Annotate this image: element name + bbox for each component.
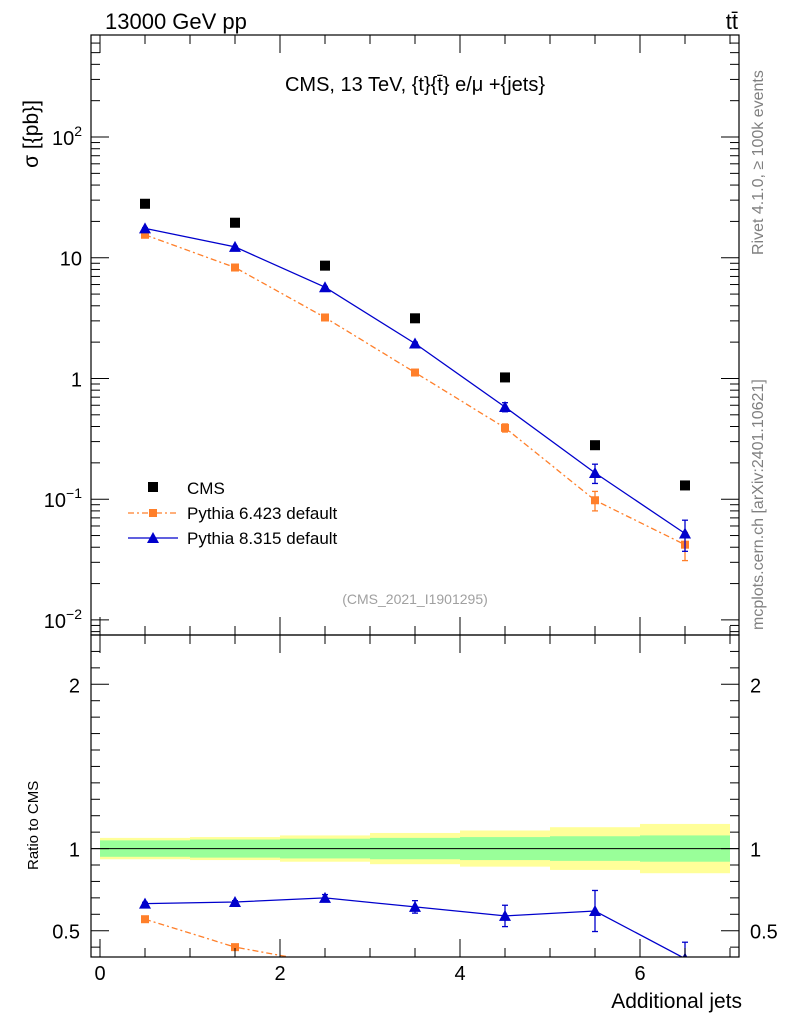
ratio-y-tick-label: 0.5	[52, 922, 80, 944]
pythia6-point	[231, 943, 239, 952]
pythia6-point	[321, 313, 329, 322]
pythia8-point	[229, 240, 241, 252]
cms-point	[500, 372, 510, 383]
ratio-y-ticks: 0.5 0.5 1 1 2 2	[52, 650, 778, 948]
ratio-x-tick-label: 2	[274, 963, 285, 985]
pythia8-point	[499, 909, 511, 921]
ratio-plot-area	[139, 889, 688, 992]
rivet-label: Rivet 4.1.0, ≥ 100k events	[750, 70, 767, 255]
ratio-y-tick-label-right: 1	[750, 840, 761, 862]
mcplots-label: mcplots.cern.ch [arXiv:2401.10621]	[750, 379, 767, 630]
main-y-ticks: 10−2 10−1 1 10 102	[44, 34, 739, 633]
main-title: CMS, 13 TeV, {t}{t̄} e/μ +{jets}	[285, 74, 545, 96]
cms-point	[590, 440, 600, 451]
pythia6-point	[591, 984, 599, 992]
legend-cms-label: CMS	[187, 479, 225, 498]
main-x-ticks	[99, 35, 731, 635]
legend-pythia8-marker	[147, 532, 159, 543]
cms-point	[230, 217, 240, 228]
legend-entry-pythia6: Pythia 6.423 default	[128, 504, 338, 523]
legend-entry-pythia8: Pythia 8.315 default	[128, 529, 338, 548]
legend-pythia8-label: Pythia 8.315 default	[187, 529, 338, 548]
pythia6-point	[501, 979, 509, 987]
legend: CMS Pythia 6.423 default Pythia 8.315 de…	[128, 479, 338, 548]
cms-point	[680, 480, 690, 491]
pythia8-point	[319, 891, 331, 903]
pythia8-point	[589, 905, 601, 916]
ratio-x-tick-label: 0	[94, 963, 105, 985]
pythia6-point	[141, 915, 149, 924]
pythia8-point	[499, 401, 511, 413]
pythia6-line	[144, 234, 686, 546]
ratio-y-tick-label-right: 0.5	[750, 922, 778, 944]
cms-point	[320, 260, 330, 271]
pythia8-point	[139, 222, 151, 234]
cms-point	[410, 313, 420, 324]
main-plot-area	[139, 198, 691, 562]
main-y-tick-label: 10−1	[44, 485, 82, 512]
main-y-tick-label: 1	[71, 369, 82, 391]
main-y-tick-label: 102	[52, 123, 82, 150]
ratio-y-tick-label: 1	[69, 840, 80, 862]
legend-pythia6-marker	[149, 509, 157, 517]
ratio-xlabel: Additional jets	[611, 990, 742, 1013]
pythia8-point	[319, 281, 331, 293]
pythia6-point	[501, 423, 509, 432]
ratio-x-ticks: 0 2 4 6	[94, 635, 731, 985]
cms-point	[140, 198, 150, 209]
pythia6-point	[321, 960, 329, 968]
ratio-x-tick-label: 4	[454, 963, 465, 985]
legend-entry-cms: CMS	[148, 479, 225, 498]
pythia6-point	[411, 973, 419, 981]
main-panel: 10−2 10−1 1 10 102 CMS, 13 TeV, {t}{t̄} e/μ …	[20, 34, 740, 636]
main-y-tick-label: 10	[60, 249, 82, 271]
pythia8-point	[229, 895, 241, 907]
pythia6-point	[141, 230, 149, 239]
process-label: tt̄	[726, 9, 738, 34]
pythia8-point	[589, 466, 601, 478]
ratio-y-tick-label-right: 2	[750, 675, 761, 697]
pythia6-point	[591, 496, 599, 505]
ratio-x-tick-label: 6	[634, 963, 645, 985]
ratio-panel: 0.5 0.5 1 1 2 2 0 2 4 6 Ratio to CMS Additional …	[25, 634, 778, 1013]
ratio-ylabel: Ratio to CMS	[25, 781, 42, 870]
main-ylabel: σ [{pb}]	[20, 100, 43, 168]
pythia8-point	[409, 337, 421, 349]
legend-pythia6-label: Pythia 6.423 default	[187, 504, 338, 523]
beam-label: 13000 GeV pp	[105, 9, 247, 34]
pythia6-point	[231, 263, 239, 272]
pythia8-point	[139, 897, 151, 909]
pythia6-point	[411, 368, 419, 377]
watermark-label: (CMS_2021_I1901295)	[342, 591, 488, 607]
pythia8-point	[409, 900, 421, 912]
ratio-y-tick-label: 2	[69, 675, 80, 697]
pythia8-line	[144, 227, 686, 535]
legend-cms-marker	[148, 482, 158, 492]
pythia8-point	[679, 527, 691, 539]
main-y-tick-label: 10−2	[44, 606, 82, 633]
